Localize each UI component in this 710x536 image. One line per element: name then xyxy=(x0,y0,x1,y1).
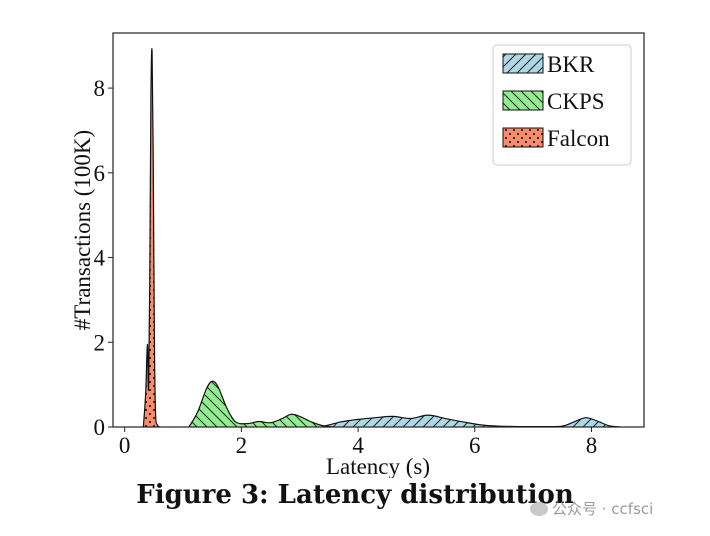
watermark: 公众号 · ccfsci xyxy=(530,498,653,519)
series-ckps-line xyxy=(188,380,335,427)
series-ckps xyxy=(188,380,335,427)
x-tick-label: 6 xyxy=(469,433,481,458)
plot-frame xyxy=(112,32,645,428)
x-tick-label: 2 xyxy=(236,433,248,458)
wechat-icon xyxy=(530,502,548,516)
x-tick-label: 4 xyxy=(352,433,364,458)
legend-label-ckps: CKPS xyxy=(547,89,605,114)
y-tick-label: 2 xyxy=(94,330,106,355)
x-tick-label: 0 xyxy=(119,433,131,458)
series-bkr xyxy=(299,414,621,427)
y-axis: 0 2 4 6 8 xyxy=(94,76,113,440)
legend-swatch-hatch-falcon xyxy=(502,127,544,148)
y-tick-label: 6 xyxy=(94,161,106,186)
series-falcon xyxy=(142,48,161,427)
watermark-text: 公众号 · ccfsci xyxy=(552,500,654,518)
series-layer xyxy=(142,48,621,427)
series-bkr-hatch xyxy=(299,415,621,427)
series-bkr-line xyxy=(299,414,621,427)
y-tick-label: 4 xyxy=(94,246,106,271)
legend-swatch-hatch-ckps xyxy=(502,90,544,111)
series-ckps-hatch xyxy=(188,381,335,427)
legend: BKR CKPS Falcon xyxy=(492,44,632,166)
legend-label-falcon: Falcon xyxy=(547,126,610,151)
figure-caption: Figure 3: Latency distribution xyxy=(136,480,574,510)
x-axis: 0 2 4 6 8 xyxy=(119,427,597,458)
x-tick-label: 8 xyxy=(586,433,598,458)
legend-swatch-hatch-bkr xyxy=(502,53,544,74)
x-axis-title: Latency (s) xyxy=(326,454,430,478)
y-tick-label: 8 xyxy=(94,76,106,101)
latency-chart: 0 2 4 6 8 0 2 4 6 8 Latency (s) #Transactions (1… xyxy=(70,32,645,478)
y-axis-title: #Transactions (100K) xyxy=(70,130,95,330)
series-falcon-line xyxy=(142,48,161,427)
y-tick-label: 0 xyxy=(94,415,106,440)
legend-label-bkr: BKR xyxy=(547,52,595,77)
series-falcon-hatch xyxy=(143,48,160,427)
